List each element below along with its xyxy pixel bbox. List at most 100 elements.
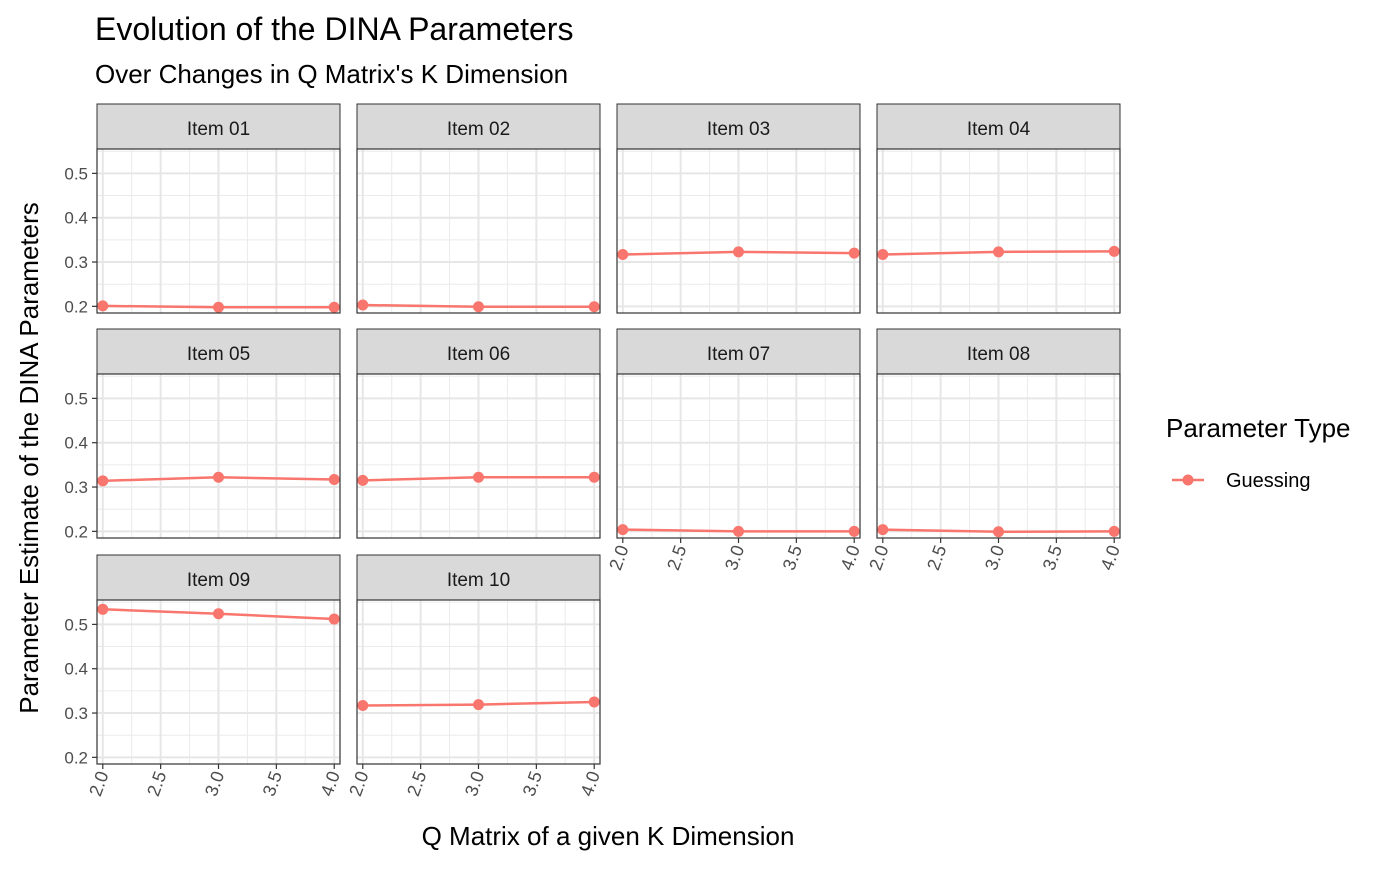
facet-strip <box>356 328 601 375</box>
facet-strip-label: Item 01 <box>187 119 250 140</box>
data-point <box>357 299 369 311</box>
facet-strip <box>96 554 341 601</box>
facet-panel: Item 02 <box>356 103 601 314</box>
x-tick-label: 2.5 <box>663 543 690 573</box>
data-point <box>328 301 340 313</box>
y-tick-label: 0.3 <box>64 253 88 272</box>
y-tick-label: 0.2 <box>64 297 88 316</box>
data-point <box>97 475 109 487</box>
legend-key-point <box>1182 474 1194 486</box>
data-point <box>588 696 600 708</box>
panel-border <box>96 373 341 539</box>
facet-strip-label: Item 10 <box>447 570 510 591</box>
facet-panel: Item 06 <box>356 328 601 539</box>
data-point <box>993 246 1004 258</box>
x-tick-label: 3.0 <box>461 769 488 799</box>
x-tick-label: 2.5 <box>403 769 430 799</box>
y-tick-label: 0.2 <box>64 522 88 541</box>
data-point <box>1108 245 1120 257</box>
data-point <box>588 301 600 313</box>
data-point <box>473 301 484 313</box>
x-tick-label: 3.5 <box>779 543 806 573</box>
x-tick-label: 2.5 <box>143 769 170 799</box>
x-tick-label: 4.0 <box>1097 543 1124 573</box>
panel-border <box>876 148 1121 314</box>
data-point <box>213 301 224 313</box>
data-point <box>993 526 1004 538</box>
legend-entry-label: Guessing <box>1226 470 1311 492</box>
facet-panel: Item 01 0.2 0.3 0.4 0.5 <box>64 103 341 316</box>
y-tick-label: 0.3 <box>64 478 88 497</box>
panel-border <box>96 148 341 314</box>
facet-panel: Item 03 <box>616 103 861 314</box>
data-point <box>328 473 340 485</box>
x-tick-label: 3.0 <box>721 543 748 573</box>
data-point <box>97 603 109 615</box>
facet-strip <box>356 103 601 150</box>
data-point <box>357 474 369 486</box>
panel-border <box>616 148 861 314</box>
y-tick-label: 0.4 <box>64 209 88 228</box>
legend: Parameter Type Guessing <box>1166 413 1351 492</box>
facet-strip <box>96 328 341 375</box>
data-point <box>588 471 600 483</box>
x-tick-label: 2.0 <box>605 543 632 573</box>
x-tick-label: 3.5 <box>259 769 286 799</box>
data-point <box>473 699 484 711</box>
data-point <box>877 524 889 536</box>
facet-panel: Item 08 2.0 2.5 3.0 3.5 4.0 <box>865 328 1124 573</box>
chart-subtitle: Over Changes in Q Matrix's K Dimension <box>95 59 568 89</box>
data-point <box>617 524 629 536</box>
x-tick-label: 3.5 <box>519 769 546 799</box>
facet-strip <box>356 554 601 601</box>
data-point <box>1108 525 1120 537</box>
x-tick-label: 4.0 <box>837 543 864 573</box>
facet-strip <box>96 103 341 150</box>
y-tick-label: 0.5 <box>64 164 88 183</box>
x-tick-label: 4.0 <box>317 769 344 799</box>
facet-panel: Item 09 0.2 0.3 0.4 0.5 2.0 2.5 3.0 3.5 4.0 <box>64 554 344 799</box>
facet-strip-label: Item 02 <box>447 119 510 140</box>
x-tick-label: 3.5 <box>1039 543 1066 573</box>
legend-title: Parameter Type <box>1166 413 1351 443</box>
data-point <box>213 608 224 620</box>
y-tick-label: 0.4 <box>64 660 88 679</box>
y-axis-label: Parameter Estimate of the DINA Parameter… <box>14 202 44 714</box>
facet-strip <box>876 103 1121 150</box>
x-tick-label: 2.0 <box>865 543 892 573</box>
x-tick-label: 2.0 <box>345 769 372 799</box>
y-tick-label: 0.4 <box>64 434 88 453</box>
y-tick-label: 0.5 <box>64 615 88 634</box>
facet-strip-label: Item 06 <box>447 344 510 365</box>
y-tick-label: 0.2 <box>64 748 88 767</box>
facet-strip-label: Item 07 <box>707 344 770 365</box>
x-tick-label: 2.5 <box>923 543 950 573</box>
data-point <box>357 699 369 711</box>
data-point <box>733 525 744 537</box>
x-tick-label: 3.0 <box>201 769 228 799</box>
facet-strip-label: Item 09 <box>187 570 250 591</box>
x-tick-label: 2.0 <box>85 769 112 799</box>
facet-strip-label: Item 04 <box>967 119 1031 140</box>
data-point <box>733 246 744 258</box>
facet-strip <box>616 103 861 150</box>
facet-strip-label: Item 05 <box>187 344 250 365</box>
data-point <box>473 471 484 483</box>
panel-border <box>356 373 601 539</box>
x-tick-label: 3.0 <box>981 543 1008 573</box>
facets-group: Item 01 0.2 0.3 0.4 0.5 Item 02 Item 03 Item 04… <box>64 103 1124 799</box>
facet-strip <box>876 328 1121 375</box>
y-tick-label: 0.5 <box>64 389 88 408</box>
data-point <box>848 247 860 259</box>
x-tick-label: 4.0 <box>577 769 604 799</box>
facet-strip-label: Item 08 <box>967 344 1030 365</box>
chart-title: Evolution of the DINA Parameters <box>95 11 573 47</box>
panel-border <box>356 148 601 314</box>
data-point <box>617 248 629 260</box>
facet-strip-label: Item 03 <box>707 119 770 140</box>
data-point <box>97 300 109 312</box>
data-point <box>848 525 860 537</box>
facet-panel: Item 04 <box>876 103 1121 314</box>
